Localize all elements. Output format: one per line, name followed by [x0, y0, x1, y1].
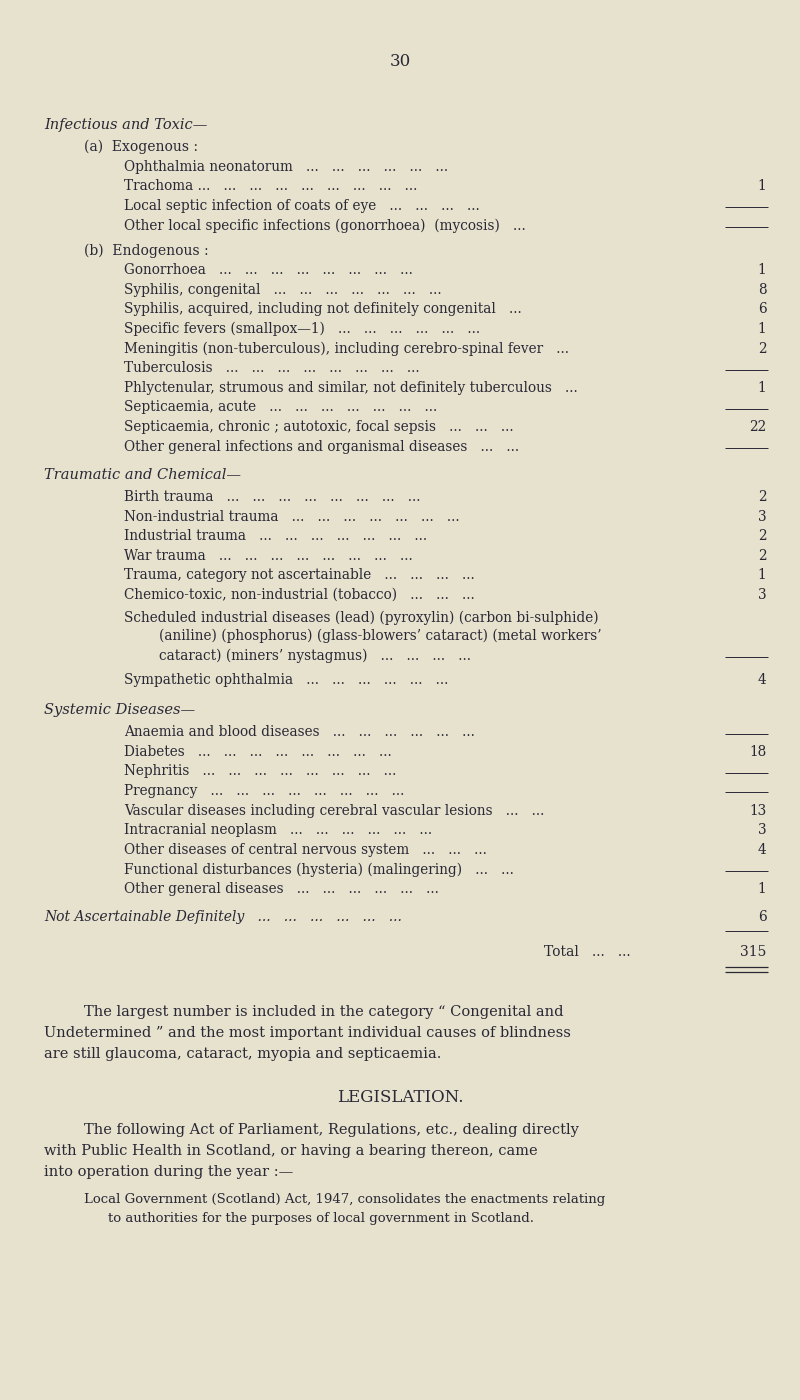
- Text: 1: 1: [758, 882, 766, 896]
- Text: cataract) (miners’ nystagmus)   ...   ...   ...   ...: cataract) (miners’ nystagmus) ... ... ..…: [124, 648, 471, 662]
- Text: Other general diseases   ...   ...   ...   ...   ...   ...: Other general diseases ... ... ... ... .…: [124, 882, 439, 896]
- Text: with Public Health in Scotland, or having a bearing thereon, came: with Public Health in Scotland, or havin…: [44, 1144, 538, 1158]
- Text: (aniline) (phosphorus) (glass-blowers’ cataract) (metal workers’: (aniline) (phosphorus) (glass-blowers’ c…: [124, 629, 602, 643]
- Text: Local septic infection of coats of eye   ...   ...   ...   ...: Local septic infection of coats of eye .…: [124, 199, 480, 213]
- Text: 3: 3: [758, 588, 766, 602]
- Text: 6: 6: [758, 910, 766, 924]
- Text: Septicaemia, acute   ...   ...   ...   ...   ...   ...   ...: Septicaemia, acute ... ... ... ... ... .…: [124, 400, 438, 414]
- Text: Gonorrhoea   ...   ...   ...   ...   ...   ...   ...   ...: Gonorrhoea ... ... ... ... ... ... ... .…: [124, 263, 413, 277]
- Text: Trauma, category not ascertainable   ...   ...   ...   ...: Trauma, category not ascertainable ... .…: [124, 568, 474, 582]
- Text: 2: 2: [758, 490, 766, 504]
- Text: Diabetes   ...   ...   ...   ...   ...   ...   ...   ...: Diabetes ... ... ... ... ... ... ... ...: [124, 745, 392, 759]
- Text: into operation during the year :—: into operation during the year :—: [44, 1165, 294, 1179]
- Text: Non-industrial trauma   ...   ...   ...   ...   ...   ...   ...: Non-industrial trauma ... ... ... ... ..…: [124, 510, 460, 524]
- Text: Syphilis, congenital   ...   ...   ...   ...   ...   ...   ...: Syphilis, congenital ... ... ... ... ...…: [124, 283, 442, 297]
- Text: (b)  Endogenous :: (b) Endogenous :: [84, 244, 209, 258]
- Text: Birth trauma   ...   ...   ...   ...   ...   ...   ...   ...: Birth trauma ... ... ... ... ... ... ...…: [124, 490, 421, 504]
- Text: Syphilis, acquired, including not definitely congenital   ...: Syphilis, acquired, including not defini…: [124, 302, 522, 316]
- Text: Local Government (Scotland) Act, 1947, consolidates the enactments relating: Local Government (Scotland) Act, 1947, c…: [84, 1193, 606, 1205]
- Text: 2: 2: [758, 549, 766, 563]
- Text: Traumatic and Chemical—: Traumatic and Chemical—: [44, 468, 241, 482]
- Text: 3: 3: [758, 823, 766, 837]
- Text: LEGISLATION.: LEGISLATION.: [337, 1089, 463, 1106]
- Text: The largest number is included in the category “ Congenital and: The largest number is included in the ca…: [84, 1005, 563, 1019]
- Text: Not Ascertainable Definitely   ...   ...   ...   ...   ...   ...: Not Ascertainable Definitely ... ... ...…: [44, 910, 402, 924]
- Text: Undetermined ” and the most important individual causes of blindness: Undetermined ” and the most important in…: [44, 1026, 571, 1040]
- Text: Scheduled industrial diseases (lead) (pyroxylin) (carbon bi-sulphide): Scheduled industrial diseases (lead) (py…: [124, 610, 598, 624]
- Text: War trauma   ...   ...   ...   ...   ...   ...   ...   ...: War trauma ... ... ... ... ... ... ... .…: [124, 549, 413, 563]
- Text: Tuberculosis   ...   ...   ...   ...   ...   ...   ...   ...: Tuberculosis ... ... ... ... ... ... ...…: [124, 361, 420, 375]
- Text: 4: 4: [758, 843, 766, 857]
- Text: Other diseases of central nervous system   ...   ...   ...: Other diseases of central nervous system…: [124, 843, 487, 857]
- Text: Meningitis (non-tuberculous), including cerebro-spinal fever   ...: Meningitis (non-tuberculous), including …: [124, 342, 569, 356]
- Text: Anaemia and blood diseases   ...   ...   ...   ...   ...   ...: Anaemia and blood diseases ... ... ... .…: [124, 725, 475, 739]
- Text: 3: 3: [758, 510, 766, 524]
- Text: are still glaucoma, cataract, myopia and septicaemia.: are still glaucoma, cataract, myopia and…: [44, 1047, 442, 1061]
- Text: Infectious and Toxic—: Infectious and Toxic—: [44, 118, 207, 132]
- Text: 18: 18: [749, 745, 766, 759]
- Text: 4: 4: [758, 673, 766, 687]
- Text: 2: 2: [758, 529, 766, 543]
- Text: Nephritis   ...   ...   ...   ...   ...   ...   ...   ...: Nephritis ... ... ... ... ... ... ... ..…: [124, 764, 396, 778]
- Text: The following Act of Parliament, Regulations, etc., dealing directly: The following Act of Parliament, Regulat…: [84, 1123, 579, 1137]
- Text: 315: 315: [740, 945, 766, 959]
- Text: 8: 8: [758, 283, 766, 297]
- Text: Intracranial neoplasm   ...   ...   ...   ...   ...   ...: Intracranial neoplasm ... ... ... ... ..…: [124, 823, 432, 837]
- Text: Functional disturbances (hysteria) (malingering)   ...   ...: Functional disturbances (hysteria) (mali…: [124, 862, 514, 876]
- Text: 1: 1: [758, 568, 766, 582]
- Text: Industrial trauma   ...   ...   ...   ...   ...   ...   ...: Industrial trauma ... ... ... ... ... ..…: [124, 529, 427, 543]
- Text: Vascular diseases including cerebral vascular lesions   ...   ...: Vascular diseases including cerebral vas…: [124, 804, 544, 818]
- Text: 30: 30: [390, 53, 410, 70]
- Text: 1: 1: [758, 322, 766, 336]
- Text: to authorities for the purposes of local government in Scotland.: to authorities for the purposes of local…: [108, 1212, 534, 1225]
- Text: 2: 2: [758, 342, 766, 356]
- Text: Chemico-toxic, non-industrial (tobacco)   ...   ...   ...: Chemico-toxic, non-industrial (tobacco) …: [124, 588, 474, 602]
- Text: Total   ...   ...: Total ... ...: [544, 945, 630, 959]
- Text: Specific fevers (smallpox—1)   ...   ...   ...   ...   ...   ...: Specific fevers (smallpox—1) ... ... ...…: [124, 322, 480, 336]
- Text: 6: 6: [758, 302, 766, 316]
- Text: 1: 1: [758, 381, 766, 395]
- Text: Systemic Diseases—: Systemic Diseases—: [44, 703, 195, 717]
- Text: 13: 13: [749, 804, 766, 818]
- Text: Trachoma ...   ...   ...   ...   ...   ...   ...   ...   ...: Trachoma ... ... ... ... ... ... ... ...…: [124, 179, 418, 193]
- Text: Other local specific infections (gonorrhoea)  (mycosis)   ...: Other local specific infections (gonorrh…: [124, 218, 526, 232]
- Text: Other general infections and organismal diseases   ...   ...: Other general infections and organismal …: [124, 440, 519, 454]
- Text: (a)  Exogenous :: (a) Exogenous :: [84, 140, 198, 154]
- Text: 22: 22: [749, 420, 766, 434]
- Text: Phlyctenular, strumous and similar, not definitely tuberculous   ...: Phlyctenular, strumous and similar, not …: [124, 381, 578, 395]
- Text: Septicaemia, chronic ; autotoxic, focal sepsis   ...   ...   ...: Septicaemia, chronic ; autotoxic, focal …: [124, 420, 514, 434]
- Text: Pregnancy   ...   ...   ...   ...   ...   ...   ...   ...: Pregnancy ... ... ... ... ... ... ... ..…: [124, 784, 404, 798]
- Text: 1: 1: [758, 179, 766, 193]
- Text: 1: 1: [758, 263, 766, 277]
- Text: Sympathetic ophthalmia   ...   ...   ...   ...   ...   ...: Sympathetic ophthalmia ... ... ... ... .…: [124, 673, 448, 687]
- Text: Ophthalmia neonatorum   ...   ...   ...   ...   ...   ...: Ophthalmia neonatorum ... ... ... ... ..…: [124, 160, 448, 174]
